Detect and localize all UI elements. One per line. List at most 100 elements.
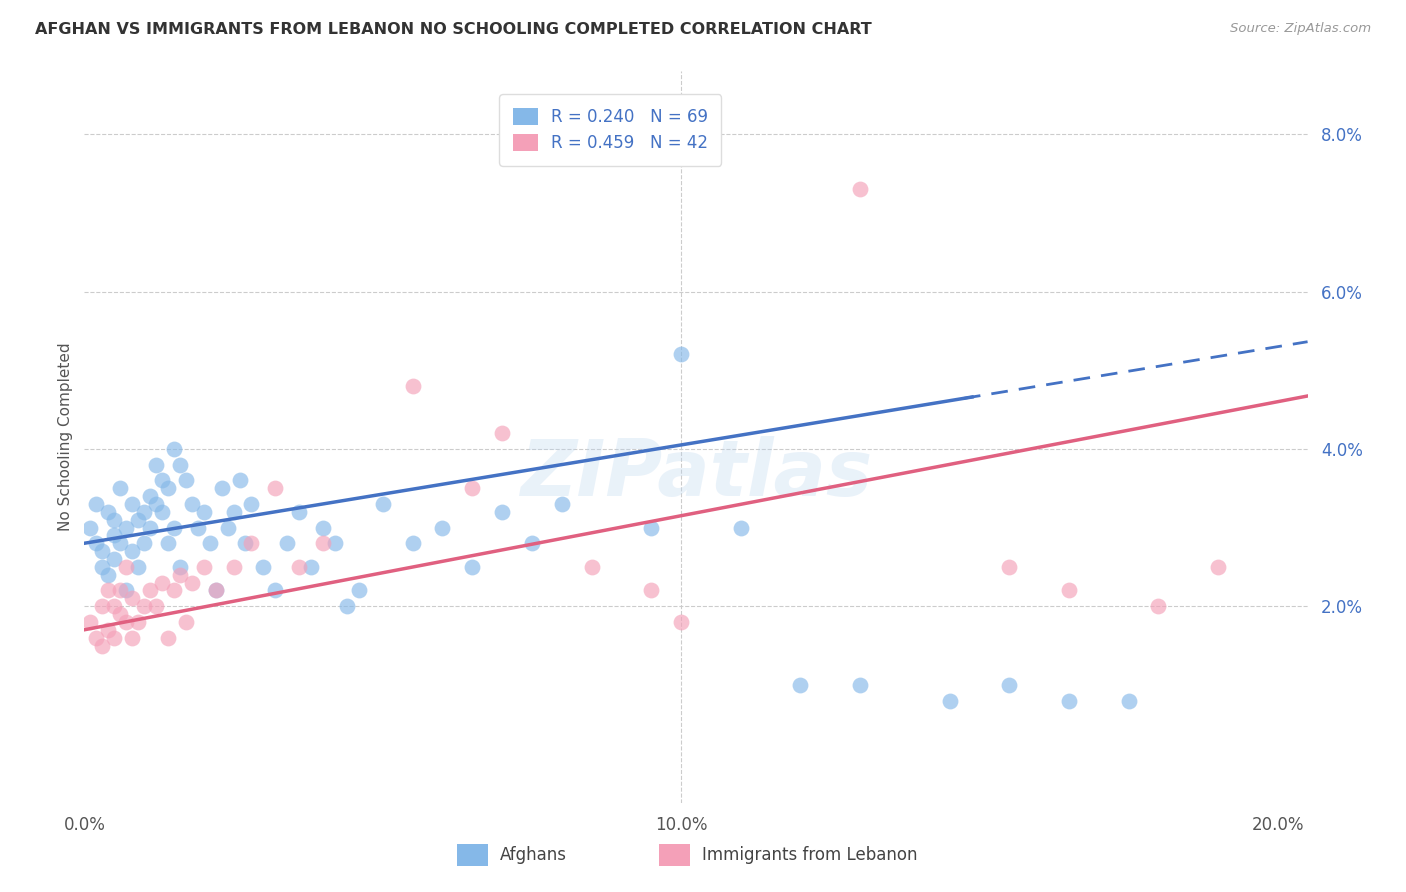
Point: [121, 591, 143, 606]
Point: [299, 559, 322, 574]
Point: [79, 520, 101, 534]
Point: [91, 559, 114, 574]
Point: [998, 559, 1021, 574]
FancyBboxPatch shape: [659, 845, 690, 866]
Point: [264, 583, 287, 598]
Point: [193, 559, 215, 574]
Point: [264, 481, 287, 495]
Point: [84, 497, 107, 511]
Point: [312, 536, 335, 550]
Point: [401, 379, 423, 393]
Point: [150, 473, 173, 487]
Point: [1057, 693, 1080, 707]
Point: [91, 639, 114, 653]
Point: [849, 182, 872, 196]
Point: [103, 528, 125, 542]
Point: [150, 505, 173, 519]
Point: [187, 520, 209, 534]
Point: [97, 623, 120, 637]
Point: [132, 505, 155, 519]
Point: [97, 567, 120, 582]
Text: Afghans: Afghans: [501, 847, 567, 864]
Point: [669, 347, 692, 361]
Point: [132, 599, 155, 614]
Point: [1206, 559, 1229, 574]
Point: [108, 607, 131, 621]
Point: [461, 481, 484, 495]
Point: [115, 520, 138, 534]
Point: [139, 489, 162, 503]
Point: [174, 473, 197, 487]
Point: [640, 583, 662, 598]
Y-axis label: No Schooling Completed: No Schooling Completed: [58, 343, 73, 532]
Point: [150, 575, 173, 590]
Point: [115, 615, 138, 629]
Point: [156, 481, 179, 495]
Point: [145, 599, 167, 614]
Point: [163, 583, 186, 598]
Point: [139, 583, 162, 598]
Point: [103, 552, 125, 566]
Point: [108, 583, 131, 598]
Point: [669, 615, 692, 629]
Point: [127, 513, 149, 527]
Point: [211, 481, 233, 495]
Point: [145, 458, 167, 472]
Point: [132, 536, 155, 550]
Text: Immigrants from Lebanon: Immigrants from Lebanon: [702, 847, 918, 864]
Point: [91, 599, 114, 614]
Point: [240, 536, 263, 550]
Point: [91, 544, 114, 558]
Point: [222, 505, 245, 519]
Point: [174, 615, 197, 629]
Point: [108, 536, 131, 550]
Text: AFGHAN VS IMMIGRANTS FROM LEBANON NO SCHOOLING COMPLETED CORRELATION CHART: AFGHAN VS IMMIGRANTS FROM LEBANON NO SCH…: [35, 22, 872, 37]
Point: [163, 520, 186, 534]
Point: [1057, 583, 1080, 598]
Point: [491, 505, 513, 519]
Point: [551, 497, 574, 511]
Point: [1118, 693, 1140, 707]
Point: [121, 497, 143, 511]
Point: [145, 497, 167, 511]
Point: [228, 473, 250, 487]
Point: [139, 520, 162, 534]
Point: [115, 559, 138, 574]
Point: [336, 599, 359, 614]
Text: Source: ZipAtlas.com: Source: ZipAtlas.com: [1230, 22, 1371, 36]
Point: [730, 520, 752, 534]
Point: [127, 559, 149, 574]
Point: [169, 567, 191, 582]
Point: [789, 678, 811, 692]
Point: [461, 559, 484, 574]
Point: [121, 544, 143, 558]
Point: [288, 505, 311, 519]
Point: [169, 458, 191, 472]
Point: [849, 678, 872, 692]
Point: [79, 615, 101, 629]
Point: [235, 536, 257, 550]
Point: [217, 520, 239, 534]
Point: [108, 481, 131, 495]
Point: [520, 536, 543, 550]
Point: [163, 442, 186, 456]
Point: [371, 497, 394, 511]
Point: [169, 559, 191, 574]
Point: [240, 497, 263, 511]
Point: [401, 536, 423, 550]
Point: [97, 583, 120, 598]
Point: [193, 505, 215, 519]
Point: [103, 513, 125, 527]
Point: [204, 583, 226, 598]
Point: [97, 505, 120, 519]
Point: [127, 615, 149, 629]
Point: [180, 575, 202, 590]
Point: [84, 631, 107, 645]
Point: [156, 631, 179, 645]
Point: [312, 520, 335, 534]
Point: [276, 536, 298, 550]
Point: [103, 631, 125, 645]
FancyBboxPatch shape: [457, 845, 488, 866]
Point: [198, 536, 221, 550]
Point: [103, 599, 125, 614]
